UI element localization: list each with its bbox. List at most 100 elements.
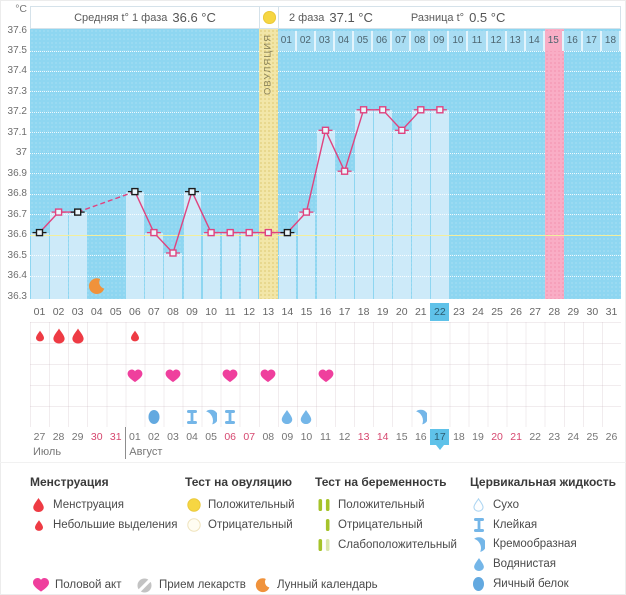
calendar-day-cell[interactable]: 31 <box>109 431 122 443</box>
phase2-day-cell: 13 <box>506 31 526 51</box>
calendar-day-cell[interactable]: 19 <box>472 431 484 443</box>
cycle-day-cell[interactable]: 04 <box>90 306 103 318</box>
phase2-day-cell: 03 <box>315 31 336 51</box>
calendar-day-cell[interactable]: 17 <box>430 429 450 445</box>
menstruation-icon-day-01 <box>35 330 44 342</box>
cycle-day-cell[interactable]: 06 <box>128 306 141 318</box>
temp-bar-day-21 <box>412 109 430 299</box>
y-tick: 37.6 <box>7 24 27 36</box>
calendar-day-cell[interactable]: 09 <box>281 431 294 443</box>
temperature-chart[interactable]: ОВУЛЯЦИЯ 01 02 03 04 05 06 07 08 09 10 11 12 13 14 15 16… <box>30 29 621 299</box>
cycle-day-cell[interactable]: 30 <box>586 306 599 318</box>
legend-item-creamy: Кремообразная <box>470 535 616 555</box>
cycle-day-cell[interactable]: 17 <box>338 306 351 318</box>
y-tick: 37 <box>15 147 27 159</box>
temp-point-day-07 <box>150 228 158 237</box>
temp-point-day-12 <box>245 228 253 237</box>
diff-label: Разница t° <box>410 11 465 24</box>
calendar-day-cell[interactable]: 12 <box>338 431 351 443</box>
cycle-day-cell[interactable]: 19 <box>376 306 389 318</box>
legend-ovulation-test-title: Тест на овуляцию <box>185 475 292 489</box>
calendar-day-cell[interactable]: 28 <box>52 431 65 443</box>
legend-item-label: Яичный белок <box>493 578 569 591</box>
calendar-day-cell[interactable]: 16 <box>414 431 427 443</box>
cycle-day-cell[interactable]: 09 <box>186 306 198 318</box>
cycle-day-cell[interactable]: 15 <box>300 306 313 318</box>
cycle-day-cell[interactable]: 12 <box>243 306 256 318</box>
calendar-day-cell[interactable]: 13 <box>357 431 370 443</box>
phase2-day-cell: 05 <box>354 31 374 51</box>
calendar-day-cell[interactable]: 05 <box>205 431 217 443</box>
cycle-day-cell[interactable]: 01 <box>33 306 46 318</box>
calendar-day-cell[interactable]: 21 <box>510 431 522 443</box>
calendar-day-cell[interactable]: 26 <box>605 431 618 443</box>
cycle-day-cell[interactable]: 23 <box>453 306 465 318</box>
cycle-day-cell[interactable]: 29 <box>567 306 580 318</box>
cycle-day-cell[interactable]: 24 <box>472 306 484 318</box>
legend-intercourse-label: Половой акт <box>55 579 122 591</box>
symbols-grid[interactable] <box>30 322 621 427</box>
cycle-day-cell[interactable]: 03 <box>71 306 84 318</box>
cycle-day-cell[interactable]: 08 <box>167 306 179 318</box>
legend-lunar: Лунный календарь <box>254 576 378 594</box>
cycle-day-cell[interactable]: 02 <box>52 306 65 318</box>
cycle-day-cell[interactable]: 28 <box>548 306 561 318</box>
cycle-day-cell[interactable]: 11 <box>224 306 236 318</box>
legend-lunar-label: Лунный календарь <box>277 579 378 591</box>
calendar-day-cell[interactable]: 07 <box>243 431 256 443</box>
gridline <box>30 275 621 277</box>
cycle-day-cell[interactable]: 14 <box>281 306 294 318</box>
calendar-day-cell[interactable]: 02 <box>148 431 160 443</box>
fluid-sticky-icon-day-11 <box>225 410 236 424</box>
y-tick: 37.5 <box>7 45 27 56</box>
calendar-day-cell[interactable]: 22 <box>529 431 542 443</box>
cycle-day-cell[interactable]: 26 <box>510 306 522 318</box>
ovulation-marker-cell <box>260 7 279 28</box>
temp-bar-day-18 <box>355 109 373 299</box>
calendar-day-cell[interactable]: 20 <box>491 431 503 443</box>
calendar-day-cell[interactable]: 15 <box>395 431 408 443</box>
temp-bar-day-12 <box>240 232 259 299</box>
calendar-day-cell[interactable]: 24 <box>567 431 580 443</box>
calendar-day-cell[interactable]: 29 <box>71 431 84 443</box>
temp-bar-day-10 <box>202 232 221 299</box>
cycle-day-cell[interactable]: 05 <box>109 306 122 318</box>
calendar-day-cell[interactable]: 08 <box>262 431 275 443</box>
calendar-day-cell[interactable]: 01 <box>128 431 141 443</box>
calendar-day-cell[interactable]: 30 <box>90 431 103 443</box>
fluid-sticky-icon-day-09 <box>187 410 197 424</box>
calendar-day-cell[interactable]: 23 <box>548 431 561 443</box>
ovulation-column: ОВУЛЯЦИЯ <box>258 29 278 299</box>
cycle-day-cell[interactable]: 10 <box>205 306 217 318</box>
cycle-day-cell[interactable]: 31 <box>605 306 618 318</box>
legend-item-label: Кремообразная <box>493 538 577 551</box>
calendar-day-cell[interactable]: 14 <box>376 431 389 443</box>
calendar-day-cell[interactable]: 25 <box>586 431 599 443</box>
cycle-day-cell[interactable]: 22 <box>430 303 450 321</box>
calendar-day-cell[interactable]: 10 <box>300 431 313 443</box>
gridline <box>30 214 621 216</box>
calendar-day-cell[interactable]: 18 <box>453 431 465 443</box>
calendar-day-cell[interactable]: 27 <box>33 431 46 443</box>
pregnancy-test-weak-positive-icon <box>315 538 332 552</box>
intercourse-icon-day-11 <box>222 369 238 383</box>
fluid-watery-icon-day-14 <box>282 410 293 424</box>
cycle-day-cell[interactable]: 16 <box>319 306 332 318</box>
calendar-day-cell[interactable]: 04 <box>186 431 198 443</box>
legend-item-label: Слабоположительный <box>338 539 457 551</box>
cycle-day-cell[interactable]: 13 <box>262 306 275 318</box>
temp-point-day-03 <box>74 208 82 216</box>
cycle-day-cell[interactable]: 20 <box>395 306 408 318</box>
temp-point-day-22 <box>436 106 444 114</box>
cycle-day-cell[interactable]: 27 <box>529 306 542 318</box>
calendar-day-cell[interactable]: 11 <box>320 431 331 443</box>
cycle-day-cell[interactable]: 18 <box>357 306 370 318</box>
calendar-day-cell[interactable]: 06 <box>224 431 236 443</box>
temp-point-day-02 <box>54 208 63 216</box>
legend-pregnancy-test-title: Тест на беременность <box>315 475 447 489</box>
cycle-day-cell[interactable]: 21 <box>414 306 427 318</box>
calendar-day-cell[interactable]: 03 <box>167 431 179 443</box>
cycle-day-cell[interactable]: 07 <box>148 306 160 318</box>
cycle-day-cell[interactable]: 25 <box>491 306 503 318</box>
